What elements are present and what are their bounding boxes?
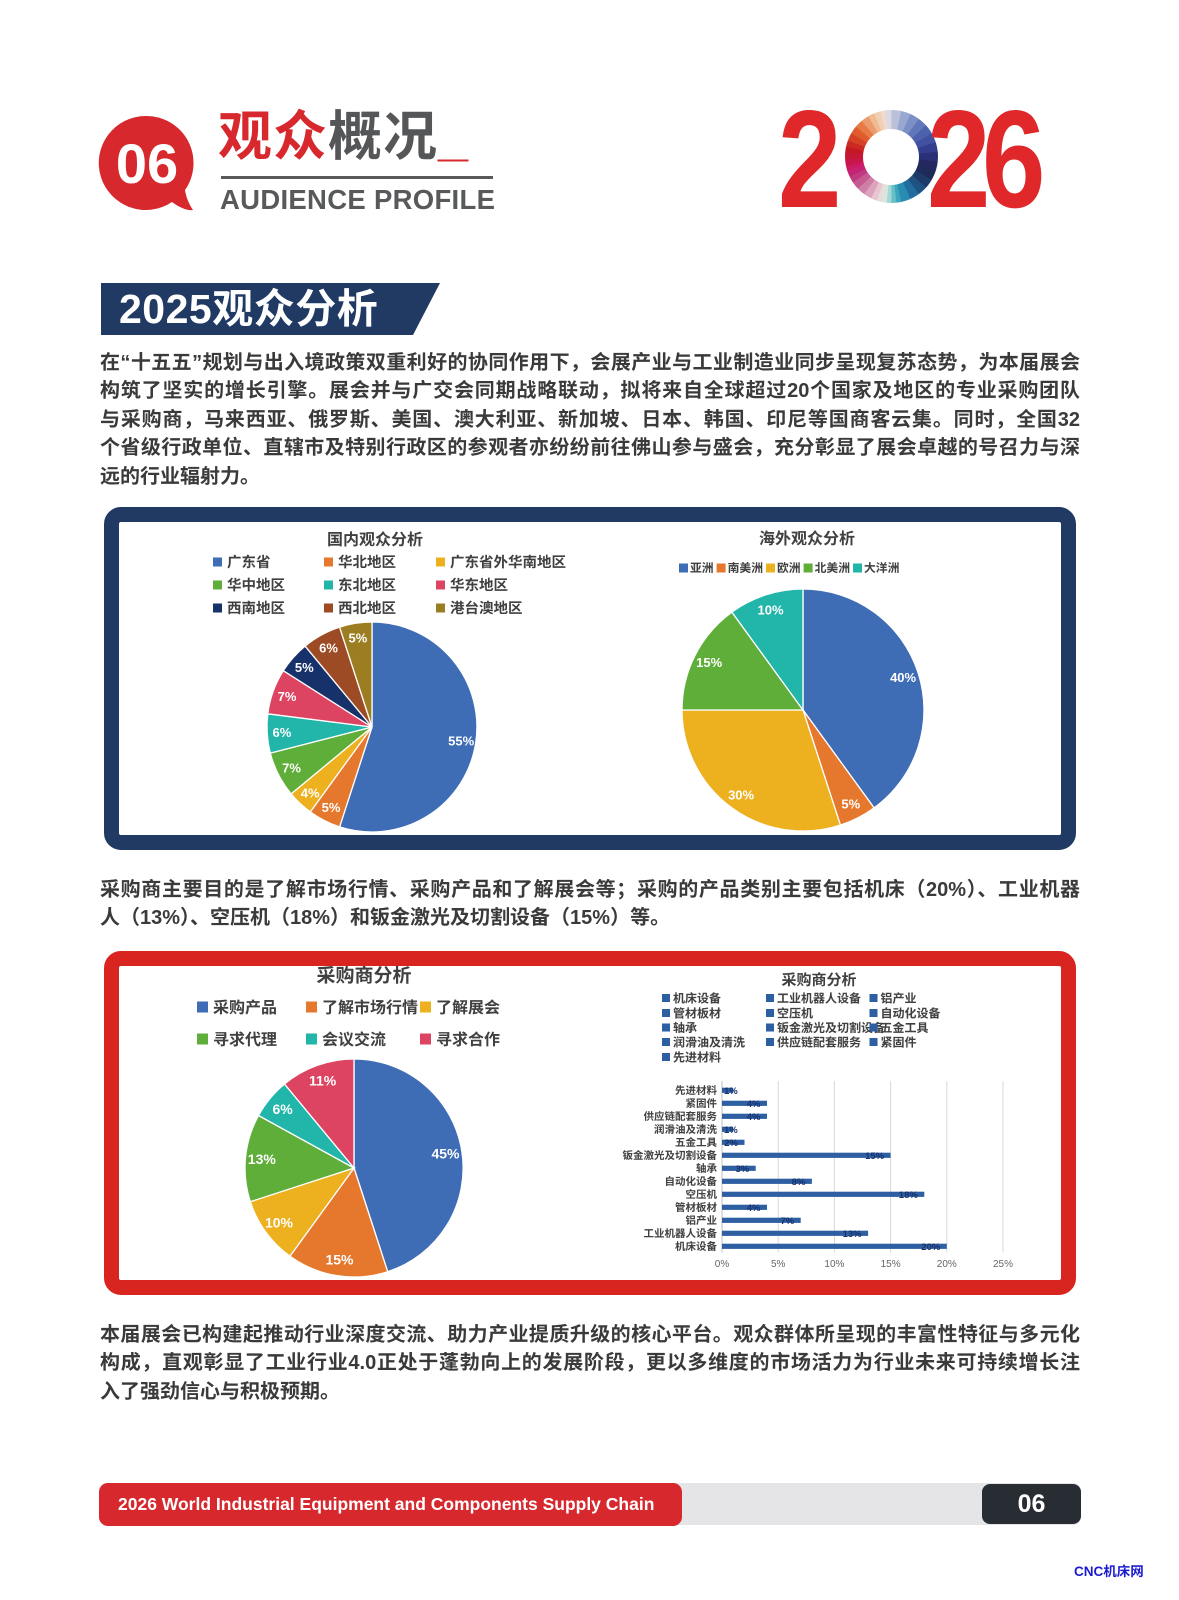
svg-text:铝产业: 铝产业: [686, 1215, 718, 1227]
svg-text:55%: 55%: [448, 734, 474, 749]
svg-text:空压机: 空压机: [777, 1006, 813, 1020]
svg-text:先进材料: 先进材料: [675, 1085, 717, 1097]
svg-text:润滑油及清洗: 润滑油及清洗: [654, 1124, 717, 1136]
svg-text:五金工具: 五金工具: [881, 1021, 929, 1035]
svg-text:1%: 1%: [724, 1125, 738, 1136]
svg-text:海外观众分析: 海外观众分析: [759, 530, 855, 548]
svg-text:南美洲: 南美洲: [728, 561, 763, 575]
svg-text:20%: 20%: [921, 1242, 941, 1253]
svg-text:13%: 13%: [843, 1229, 863, 1240]
svg-text:0%: 0%: [715, 1259, 730, 1270]
svg-text:2%: 2%: [724, 1138, 738, 1149]
svg-text:15%: 15%: [325, 1251, 354, 1267]
svg-text:20%: 20%: [937, 1259, 957, 1270]
svg-text:15%: 15%: [696, 655, 722, 670]
svg-text:6%: 6%: [273, 725, 292, 740]
svg-text:工业机器人设备: 工业机器人设备: [777, 991, 861, 1005]
svg-text:4%: 4%: [301, 785, 320, 800]
svg-text:寻求代理: 寻求代理: [213, 1031, 277, 1049]
svg-text:钣金激光及切割设备: 钣金激光及切割设备: [777, 1021, 885, 1035]
svg-text:机床设备: 机床设备: [675, 1240, 717, 1253]
svg-text:6%: 6%: [319, 640, 338, 655]
svg-text:广东省外华南地区: 广东省外华南地区: [450, 554, 566, 571]
svg-text:25%: 25%: [993, 1259, 1013, 1270]
svg-text:轴承: 轴承: [696, 1163, 717, 1175]
svg-text:会议交流: 会议交流: [322, 1031, 386, 1049]
svg-text:国内观众分析: 国内观众分析: [327, 531, 423, 549]
svg-text:06: 06: [116, 132, 178, 195]
svg-text:采购商分析: 采购商分析: [781, 972, 856, 989]
svg-text:自动化设备: 自动化设备: [881, 1006, 941, 1020]
svg-text:广东省: 广东省: [227, 554, 271, 571]
svg-text:供应链配套服务: 供应链配套服务: [644, 1110, 718, 1123]
svg-text:紧固件: 紧固件: [686, 1098, 718, 1110]
svg-text:8%: 8%: [792, 1177, 806, 1188]
svg-text:15%: 15%: [865, 1151, 885, 1162]
svg-text:10%: 10%: [824, 1259, 844, 1270]
svg-text:管材板材: 管材板材: [673, 1006, 721, 1020]
svg-text:7%: 7%: [278, 689, 297, 704]
svg-text:华北地区: 华北地区: [338, 554, 396, 571]
svg-text:10%: 10%: [757, 602, 783, 617]
svg-text:13%: 13%: [248, 1151, 277, 1167]
svg-text:机床设备: 机床设备: [673, 991, 721, 1005]
svg-text:3%: 3%: [735, 1164, 749, 1175]
svg-text:紧固件: 紧固件: [881, 1035, 917, 1049]
svg-text:4%: 4%: [747, 1112, 761, 1123]
svg-text:1%: 1%: [724, 1086, 738, 1097]
svg-text:6%: 6%: [272, 1101, 293, 1117]
svg-text:五金工具: 五金工具: [675, 1136, 717, 1149]
svg-text:了解市场行情: 了解市场行情: [322, 999, 418, 1017]
svg-text:5%: 5%: [349, 630, 368, 645]
svg-text:工业机器人设备: 工业机器人设备: [644, 1228, 718, 1240]
svg-text:空压机: 空压机: [686, 1188, 718, 1201]
svg-text:润滑油及清洗: 润滑油及清洗: [673, 1035, 745, 1049]
svg-text:采购商分析: 采购商分析: [316, 965, 411, 987]
svg-text:西南地区: 西南地区: [227, 600, 285, 617]
svg-text:40%: 40%: [890, 670, 916, 685]
svg-text:采购产品: 采购产品: [213, 999, 277, 1017]
svg-text:华东地区: 华东地区: [450, 577, 508, 594]
svg-text:18%: 18%: [899, 1190, 919, 1201]
svg-text:45%: 45%: [431, 1145, 460, 1161]
svg-text:7%: 7%: [780, 1216, 794, 1227]
svg-text:先进材料: 先进材料: [673, 1050, 721, 1064]
svg-text:15%: 15%: [881, 1259, 901, 1270]
svg-text:钣金激光及切割设备: 钣金激光及切割设备: [623, 1149, 718, 1162]
svg-text:5%: 5%: [322, 800, 341, 815]
svg-text:华中地区: 华中地区: [227, 577, 285, 594]
svg-text:供应链配套服务: 供应链配套服务: [777, 1035, 861, 1049]
svg-text:7%: 7%: [282, 761, 301, 776]
svg-text:西北地区: 西北地区: [338, 600, 396, 617]
svg-text:4%: 4%: [747, 1203, 761, 1214]
svg-text:亚洲: 亚洲: [690, 561, 714, 575]
svg-text:11%: 11%: [309, 1073, 337, 1089]
svg-text:5%: 5%: [771, 1259, 786, 1270]
svg-text:北美洲: 北美洲: [815, 561, 850, 575]
svg-text:自动化设备: 自动化设备: [665, 1176, 718, 1188]
svg-text:30%: 30%: [728, 788, 754, 803]
svg-text:管材板材: 管材板材: [675, 1202, 717, 1214]
svg-text:大洋洲: 大洋洲: [864, 561, 899, 575]
svg-text:港台澳地区: 港台澳地区: [450, 600, 523, 617]
svg-text:5%: 5%: [841, 796, 860, 811]
svg-text:4%: 4%: [747, 1099, 761, 1110]
svg-text:东北地区: 东北地区: [338, 577, 396, 594]
svg-text:轴承: 轴承: [673, 1021, 697, 1035]
svg-text:铝产业: 铝产业: [881, 991, 917, 1005]
svg-text:5%: 5%: [295, 660, 314, 675]
svg-text:10%: 10%: [265, 1214, 294, 1230]
svg-text:寻求合作: 寻求合作: [436, 1031, 500, 1049]
svg-text:欧洲: 欧洲: [777, 561, 801, 575]
svg-text:了解展会: 了解展会: [436, 999, 500, 1017]
